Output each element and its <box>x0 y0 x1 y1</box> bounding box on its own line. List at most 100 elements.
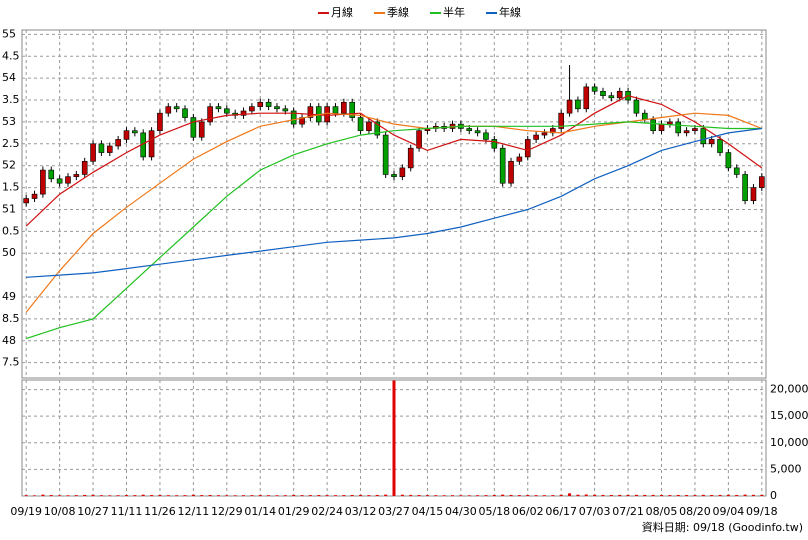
x-tick-label: 11/26 <box>144 505 176 518</box>
volume-bar <box>225 495 229 496</box>
legend-label: 季線 <box>387 5 409 19</box>
volume-bar <box>116 495 120 496</box>
candle-body <box>366 121 372 131</box>
volume-bar <box>693 495 697 496</box>
candle-body <box>106 145 113 153</box>
y-tick-label: 55 <box>2 27 16 40</box>
candle-body <box>182 108 188 118</box>
volume-bar <box>99 495 103 496</box>
candle-body <box>249 106 255 112</box>
volume-bar <box>74 495 78 496</box>
x-tick-label: 08/20 <box>679 505 711 518</box>
volume-tick-label: 20,000 <box>770 383 808 396</box>
candle-body <box>692 128 698 131</box>
volume-bar <box>124 495 128 496</box>
legend-label: 半年 <box>443 5 465 19</box>
x-tick-label: 01/29 <box>278 505 310 518</box>
volume-bar <box>333 495 337 496</box>
candle-body <box>508 161 514 184</box>
candle-body <box>148 130 155 158</box>
y-tick-label: 53 <box>2 115 16 128</box>
volume-bar <box>367 495 371 496</box>
candle-body <box>307 106 314 118</box>
candle-body <box>717 139 723 153</box>
x-tick-label: 12/11 <box>178 505 210 518</box>
candle-body <box>575 99 581 110</box>
candle-body <box>157 112 163 131</box>
x-tick-label: 06/17 <box>545 505 577 518</box>
volume-bar <box>735 494 739 496</box>
y-tick-label: 0.5 <box>2 224 20 237</box>
volume-bar <box>66 495 70 496</box>
volume-bar <box>476 495 480 496</box>
volume-tick-label: 10,000 <box>770 436 808 449</box>
volume-bar <box>41 494 45 496</box>
candle-body <box>524 139 531 158</box>
volume-bar <box>492 495 496 496</box>
volume-bar <box>626 494 630 496</box>
volume-bar <box>300 495 304 496</box>
y-tick-label: 7.5 <box>2 356 20 369</box>
candle-body <box>374 121 381 136</box>
volume-bar <box>618 494 622 496</box>
volume-bar <box>576 494 580 496</box>
volume-bar <box>451 495 455 496</box>
volume-tick-label: 15,000 <box>770 409 808 422</box>
volume-bar <box>559 494 563 496</box>
candle-body <box>98 143 105 153</box>
volume-tick-label: 5,000 <box>770 462 802 475</box>
x-tick-label: 01/14 <box>244 505 276 518</box>
volume-bar <box>668 495 672 496</box>
candle-body <box>708 139 715 145</box>
candle-body <box>591 86 598 92</box>
candle-body <box>600 90 606 96</box>
volume-bar <box>317 495 321 496</box>
volume-bar <box>375 494 379 496</box>
volume-bar <box>175 495 179 496</box>
candle-body <box>257 101 264 107</box>
volume-bar <box>584 494 588 496</box>
volume-bar <box>442 495 446 496</box>
x-tick-label: 10/27 <box>77 505 109 518</box>
y-tick-label: 52 <box>2 159 16 172</box>
candle-body <box>759 176 765 188</box>
candle-body <box>215 106 222 110</box>
volume-bar <box>534 495 538 496</box>
x-tick-label: 03/27 <box>378 505 410 518</box>
volume-bar <box>58 495 62 496</box>
x-tick-label: 02/24 <box>311 505 343 518</box>
candle-body <box>750 187 757 202</box>
x-tick-label: 09/04 <box>713 505 745 518</box>
volume-bar <box>609 494 613 496</box>
x-tick-label: 04/15 <box>412 505 444 518</box>
y-tick-label: 8.5 <box>2 312 20 325</box>
volume-bar <box>651 494 655 496</box>
moving-average-line <box>26 121 762 340</box>
candle-body <box>207 106 213 123</box>
candle-body <box>40 169 46 195</box>
volume-bar <box>325 495 329 496</box>
candle-body <box>165 106 172 114</box>
candle-body <box>56 178 63 184</box>
x-tick-label: 09/18 <box>746 505 778 518</box>
candle-body <box>491 139 498 149</box>
volume-bar <box>701 494 705 496</box>
volume-bar <box>150 495 154 496</box>
candle-body <box>115 139 121 147</box>
y-tick-label: 51 <box>2 202 16 215</box>
footer: 資料日期: 09/18 (Goodinfo.tw) <box>642 520 803 534</box>
y-tick-label: 1.5 <box>2 181 20 194</box>
volume-bar <box>434 495 438 496</box>
candle-body <box>558 112 564 129</box>
x-tick-label: 08/05 <box>646 505 678 518</box>
volume-bar <box>208 494 212 496</box>
volume-bar <box>400 494 404 496</box>
volume-bar <box>593 494 597 496</box>
candle-body <box>382 134 389 175</box>
volume-bar <box>133 495 137 496</box>
candle-body <box>290 110 297 125</box>
candle-body <box>341 101 347 114</box>
volume-bar <box>710 494 714 496</box>
candle-body <box>224 108 230 114</box>
